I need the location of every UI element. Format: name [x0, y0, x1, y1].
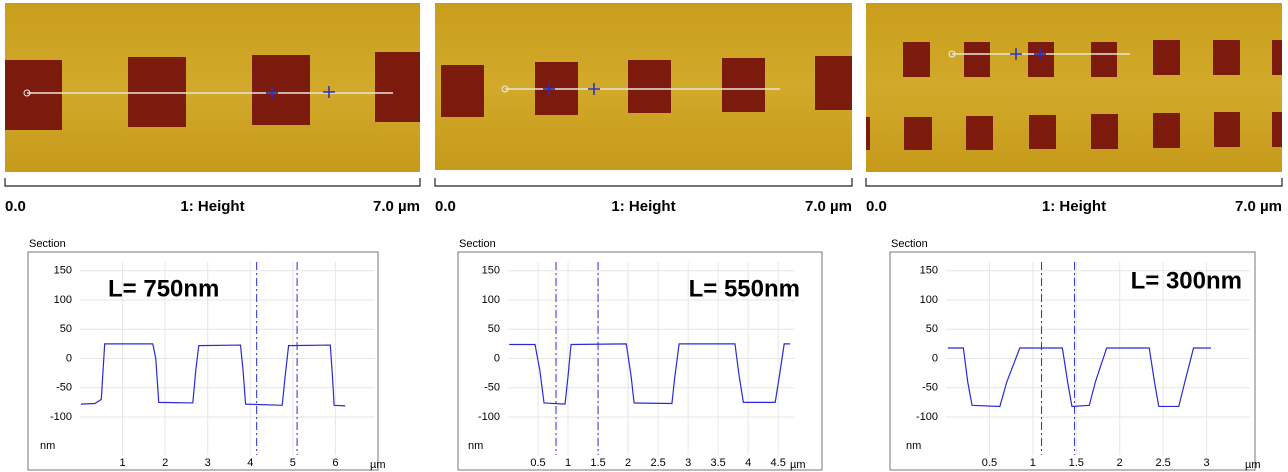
- scale-label: 1: Height: [1042, 198, 1106, 215]
- y-tick-label: 0: [494, 352, 500, 364]
- section-frame: [27, 251, 379, 471]
- scale-bar: [434, 178, 853, 187]
- x-tick-label: 2: [162, 457, 168, 469]
- y-axis-label: nm: [468, 440, 483, 452]
- y-tick-label: 50: [60, 323, 72, 335]
- x-tick-label: 3: [1204, 457, 1210, 469]
- x-tick-label: 1: [120, 457, 126, 469]
- y-tick-label: 50: [926, 323, 938, 335]
- y-tick-label: -100: [916, 411, 938, 423]
- x-tick-label: 6: [332, 457, 338, 469]
- y-tick-label: -50: [922, 382, 938, 394]
- x-tick-label: 2.5: [650, 457, 665, 469]
- y-tick-label: 150: [482, 265, 500, 277]
- x-tick-label: 4: [745, 457, 751, 469]
- x-tick-label: 1.5: [590, 457, 605, 469]
- afm-image: [5, 3, 420, 172]
- scale-label: 1: Height: [611, 198, 675, 215]
- section-title: Section: [891, 238, 928, 250]
- y-tick-label: -50: [56, 382, 72, 394]
- x-axis-label: µm: [370, 459, 386, 471]
- scale-bar: [4, 178, 421, 187]
- x-tick-label: 0.5: [982, 457, 997, 469]
- x-tick-label: 3.5: [710, 457, 725, 469]
- x-tick-label: 4: [247, 457, 253, 469]
- scale-end: 7.0 µm: [1235, 198, 1282, 215]
- y-tick-label: 50: [488, 323, 500, 335]
- scale-start: 0.0: [866, 198, 887, 215]
- section-frame: [457, 251, 823, 471]
- annotation: L= 750nm: [108, 275, 219, 302]
- annotation: L= 550nm: [689, 275, 800, 302]
- scale-start: 0.0: [435, 198, 456, 215]
- y-tick-label: -100: [478, 411, 500, 423]
- scale-start: 0.0: [5, 198, 26, 215]
- y-tick-label: 100: [920, 294, 938, 306]
- scale-bar: [865, 178, 1283, 187]
- profile-line: [80, 343, 346, 407]
- scale-end: 7.0 µm: [373, 198, 420, 215]
- annotation: L= 300nm: [1131, 267, 1242, 294]
- x-tick-label: 5: [290, 457, 296, 469]
- scale-label: 1: Height: [180, 198, 244, 215]
- y-tick-label: -100: [50, 411, 72, 423]
- x-tick-label: 3: [205, 457, 211, 469]
- x-tick-label: 0.5: [530, 457, 545, 469]
- section-title: Section: [459, 238, 496, 250]
- y-tick-label: 100: [482, 294, 500, 306]
- y-tick-label: 150: [54, 265, 72, 277]
- x-tick-label: 1: [565, 457, 571, 469]
- profile-line: [509, 343, 791, 405]
- section-title: Section: [29, 238, 66, 250]
- x-tick-label: 2: [625, 457, 631, 469]
- x-tick-label: 4.5: [771, 457, 786, 469]
- x-tick-label: 3: [685, 457, 691, 469]
- y-tick-label: 0: [932, 352, 938, 364]
- scale-end: 7.0 µm: [805, 198, 852, 215]
- y-tick-label: 100: [54, 294, 72, 306]
- x-axis-label: µm: [790, 459, 806, 471]
- y-tick-label: -50: [484, 382, 500, 394]
- x-tick-label: 1.5: [1069, 457, 1084, 469]
- x-axis-label: µm: [1245, 459, 1261, 471]
- y-axis-label: nm: [906, 440, 921, 452]
- profile-line: [947, 347, 1211, 408]
- y-axis-label: nm: [40, 440, 55, 452]
- x-tick-label: 2: [1117, 457, 1123, 469]
- x-tick-label: 1: [1030, 457, 1036, 469]
- x-tick-label: 2.5: [1155, 457, 1170, 469]
- afm-image: [435, 3, 852, 170]
- y-tick-label: 0: [66, 352, 72, 364]
- afm-image: [866, 3, 1282, 172]
- section-frame: [889, 251, 1256, 471]
- y-tick-label: 150: [920, 265, 938, 277]
